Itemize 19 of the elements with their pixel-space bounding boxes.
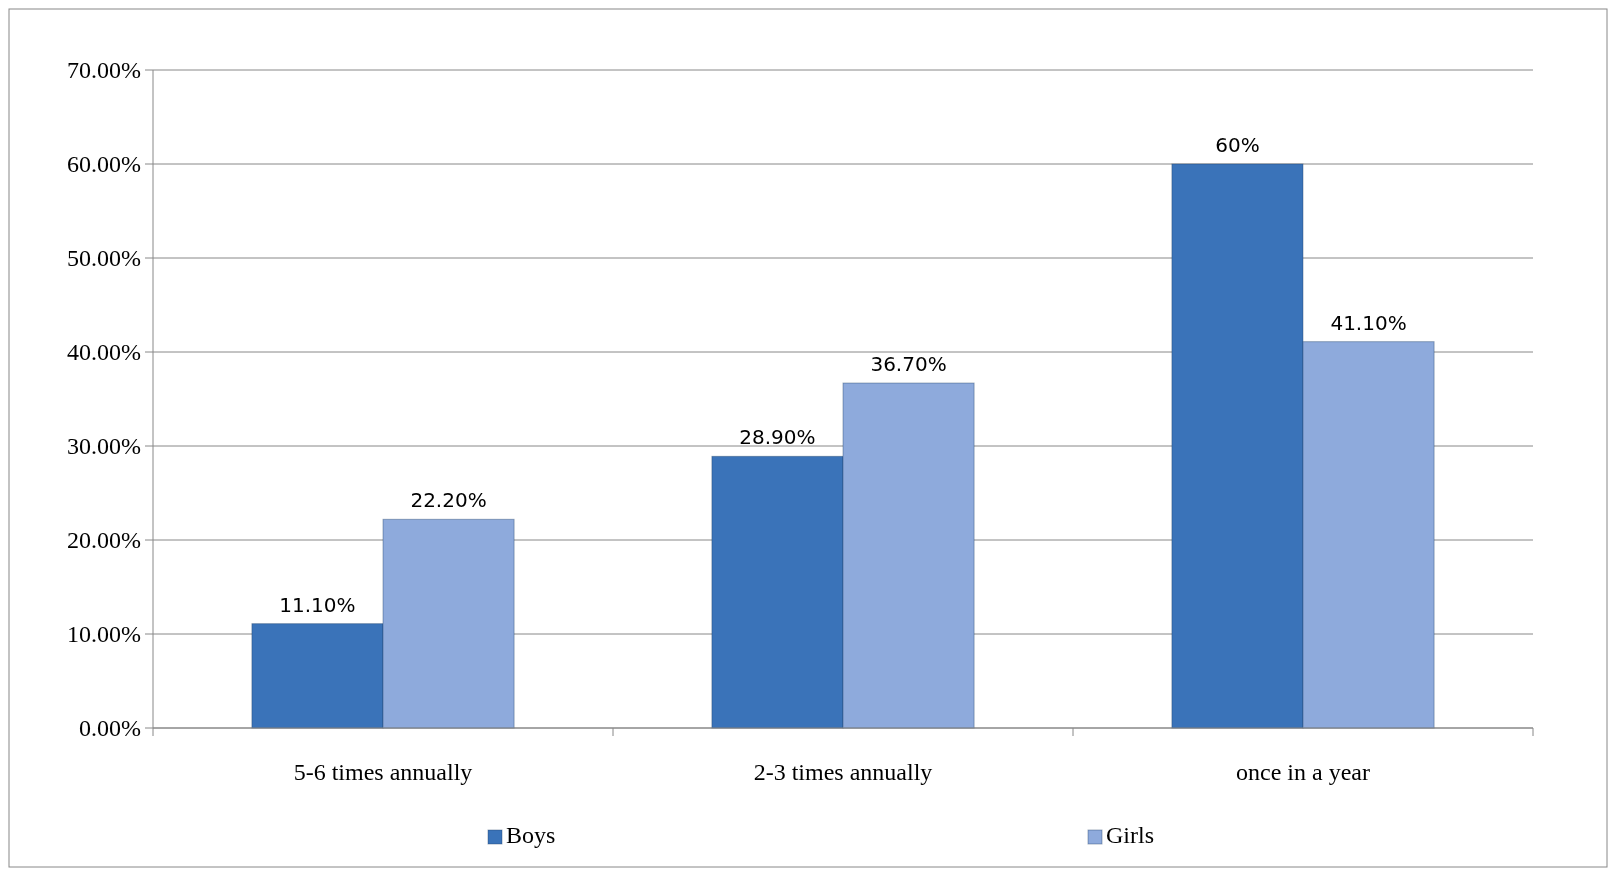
x-tick-label: once in a year — [1236, 759, 1370, 785]
y-tick-label: 70.00% — [67, 57, 141, 84]
x-tick-label: 5-6 times annually — [293, 759, 473, 785]
y-tick-label: 20.00% — [67, 527, 141, 554]
data-label: 60% — [1215, 133, 1260, 157]
data-label: 22.20% — [410, 488, 487, 513]
x-tick-label: 2-3 times annually — [753, 759, 933, 785]
data-label: 41.10% — [1330, 310, 1407, 335]
data-label: 28.90% — [739, 425, 816, 450]
data-label: 11.10% — [279, 592, 356, 617]
data-label: 36.70% — [870, 352, 947, 377]
y-tick-label: 0.00% — [79, 715, 141, 742]
y-tick-label: 40.00% — [67, 339, 141, 366]
y-tick-label: 30.00% — [67, 433, 141, 460]
legend-label: Boys — [506, 822, 556, 848]
y-tick-label: 50.00% — [67, 245, 141, 272]
y-tick-label: 60.00% — [67, 151, 141, 178]
y-tick-label: 10.00% — [67, 621, 141, 648]
legend-label: Girls — [1106, 822, 1154, 848]
